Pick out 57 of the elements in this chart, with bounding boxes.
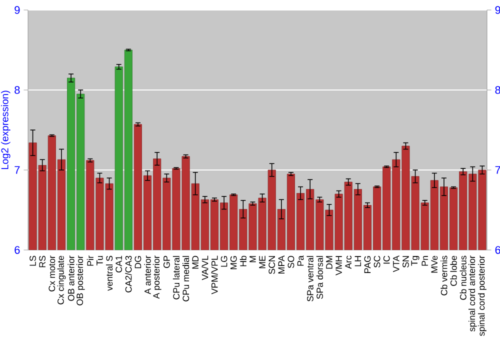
y2-tick-label: 7 xyxy=(495,166,500,174)
x-tick-label: A posterior xyxy=(152,256,162,299)
x-tick-label: SPa ventral xyxy=(306,256,314,302)
x-tick-label: PAG xyxy=(364,256,371,273)
y-tick-label: 7 xyxy=(14,166,20,174)
x-tick-label: Pir xyxy=(86,256,94,266)
x-tick-label: MD xyxy=(192,256,198,269)
y-tick-label: 9 xyxy=(14,6,20,14)
x-tick-label: DM xyxy=(326,256,332,269)
x-tick-label: ME xyxy=(259,256,266,268)
x-tick-label: MVe xyxy=(431,256,438,273)
x-tick-label: spinal cord anterior xyxy=(468,256,477,332)
x-tick-label: Tg xyxy=(411,256,420,266)
x-tick-label: SCN xyxy=(268,256,276,274)
x-tick-label: LS xyxy=(30,256,36,266)
x-tick-label: SPa dorsal xyxy=(316,256,323,299)
x-tick-label: CPu lateral xyxy=(172,256,180,300)
x-tick-label: Cb nucleus xyxy=(460,256,466,300)
x-tick-label: VA/VL xyxy=(202,256,208,280)
x-tick-label: Pn xyxy=(422,256,428,266)
x-tick-label: CA1 xyxy=(116,256,122,272)
x-tick-label: A anterior xyxy=(144,256,151,294)
x-tick-label: Cb lobe xyxy=(450,256,457,286)
y2-tick-label: 6 xyxy=(495,246,500,254)
x-tick-label: VPM/VPL xyxy=(211,256,218,294)
x-tick-label: OB posterior xyxy=(76,256,85,306)
x-tick-label: DG xyxy=(134,256,142,268)
x-tick-label: VMH xyxy=(336,256,342,276)
x-tick-label: Cx motor xyxy=(48,256,56,292)
x-tick-label: MG xyxy=(230,256,237,270)
y-axis-title: Log2 (expression) xyxy=(1,90,10,170)
x-tick-label: ventral S xyxy=(106,256,113,291)
x-tick-label: M xyxy=(250,256,256,262)
x-tick-label: Arc xyxy=(345,256,352,269)
x-tick-label: LH xyxy=(354,256,361,266)
x-tick-label: Cb vermis xyxy=(440,256,448,296)
x-tick-label: Cx cingulate xyxy=(57,256,66,304)
x-tick-label: CPu medial xyxy=(182,256,190,302)
y2-tick-label: 8 xyxy=(495,86,500,94)
x-tick-label: Pa xyxy=(297,255,304,266)
x-tick-label: LG xyxy=(220,256,228,267)
x-tick-label: MPA xyxy=(278,255,284,274)
x-tick-label: VTA xyxy=(393,255,400,272)
y-tick-label: 6 xyxy=(14,246,20,254)
y2-tick-label: 9 xyxy=(495,6,500,14)
x-tick-label: SO xyxy=(288,256,294,268)
x-tick-label: RS xyxy=(39,256,46,268)
y-tick-label: 8 xyxy=(14,86,20,94)
x-tick-label: SC xyxy=(374,256,380,268)
x-tick-label: CA2/CA3 xyxy=(125,256,132,292)
x-tick-label: spinal cord posterior xyxy=(478,256,486,336)
x-tick-label: OB anterior xyxy=(68,256,74,301)
x-tick-label: IC xyxy=(383,256,390,264)
x-tick-label: GP xyxy=(163,256,170,268)
x-tick-label: SN xyxy=(402,256,409,268)
x-tick-label: Hb xyxy=(240,256,246,266)
x-tick-label: Tu xyxy=(96,256,103,266)
